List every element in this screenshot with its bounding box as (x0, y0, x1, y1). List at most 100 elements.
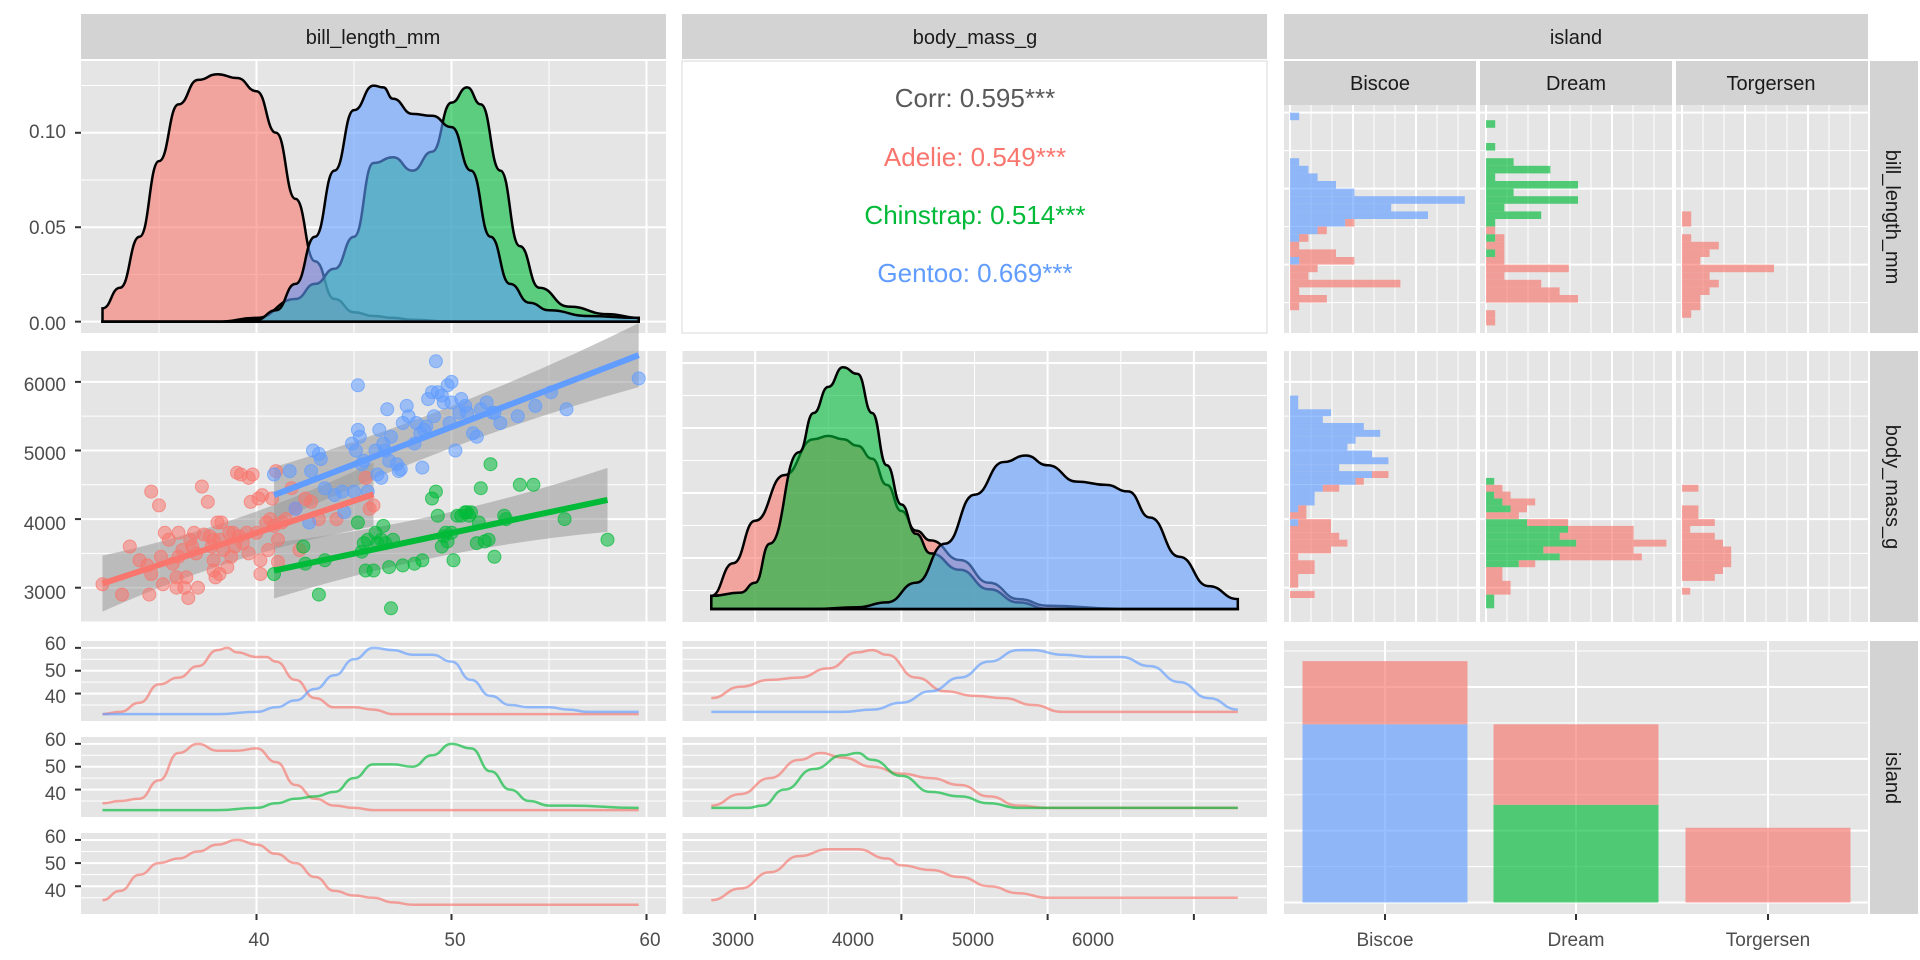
xtick-mass-6000: 6000 (1072, 930, 1114, 951)
bill-hist-biscoe-bar-gentoo (1290, 158, 1300, 166)
bill-hist-biscoe-bar-adelie (1290, 302, 1300, 311)
bill-hist-dream-bar-chinstrap (1486, 234, 1496, 242)
chart-text: bill_length_mm body_mass_g island Biscoe… (24, 27, 1903, 951)
bill-hist-dream-bar-adelie (1486, 241, 1505, 250)
strip-bg-sub-2 (1676, 61, 1868, 105)
scatter-point-gentoo (335, 484, 350, 499)
corr-gentoo: Gentoo: 0.669*** (877, 258, 1072, 288)
bill-hist-biscoe-bar-adelie (1290, 241, 1300, 250)
bill-hist-dream-bar-adelie (1486, 310, 1496, 318)
xtick-bill-60: 60 (639, 930, 660, 951)
scatter-point-chinstrap (311, 587, 326, 602)
mass-hist-torgersen-bar-adelie (1682, 519, 1715, 526)
bill-hist-torgersen-bar-adelie (1682, 241, 1719, 250)
ytick-sub3-40: 40 (45, 881, 66, 902)
mass-hist-dream-bar-adelie (1568, 525, 1634, 533)
mass-hist-torgersen-bar-adelie (1682, 553, 1732, 561)
mass-hist-dream-bar-chinstrap (1486, 525, 1568, 533)
scatter-point-adelie (171, 525, 186, 540)
bill-hist-torgersen-bar-adelie (1682, 310, 1692, 318)
panel-mass-hist-1 (1480, 351, 1672, 622)
strip-bg-col-1 (81, 14, 666, 59)
bill-hist-dream-bar-adelie (1495, 249, 1505, 257)
bill-hist-dream-bar-adelie (1495, 234, 1505, 242)
scatter-point-adelie (245, 467, 260, 482)
bill-hist-dream-bar-chinstrap (1486, 165, 1551, 174)
scatter-point-adelie (271, 532, 285, 547)
scatter-point-chinstrap (464, 505, 478, 520)
ytick-sub2-60: 60 (45, 730, 66, 751)
bill-hist-dream-bar-adelie (1486, 257, 1505, 265)
bill-hist-torgersen-bar-adelie (1682, 287, 1710, 295)
scatter-point-gentoo (267, 467, 281, 482)
chart-marks (95, 72, 1851, 906)
scatter-point-gentoo (347, 484, 361, 499)
xtick-bill-40: 40 (248, 930, 269, 951)
mass-hist-biscoe-bar-gentoo (1290, 395, 1299, 403)
bill-hist-torgersen-bar-adelie (1682, 295, 1701, 303)
mass-hist-dream-bar-chinstrap (1486, 560, 1519, 568)
fit-line-chinstrap (273, 496, 609, 574)
bill-hist-biscoe-bar-adelie (1290, 272, 1309, 280)
bill-hist-dream-bar-chinstrap (1486, 173, 1496, 181)
mass-hist-biscoe-bar-adelie (1290, 553, 1299, 561)
mass-hist-biscoe-bar-gentoo (1290, 484, 1323, 492)
scatter-point-gentoo (282, 464, 297, 479)
scatter-point-gentoo (444, 374, 459, 389)
scatter-point-gentoo (415, 460, 430, 475)
mass-hist-biscoe-bar-gentoo (1290, 450, 1372, 458)
mass-hist-biscoe-bar-adelie (1290, 512, 1307, 520)
mass-hist-torgersen-bar-adelie (1682, 546, 1732, 554)
bill-hist-biscoe-bar-gentoo (1290, 226, 1318, 235)
ytick-sub1-40: 40 (45, 687, 66, 708)
bill-hist-biscoe-bar-gentoo (1290, 181, 1336, 189)
scatter-point-adelie (155, 577, 170, 592)
bill-hist-dream-bar-chinstrap (1486, 196, 1578, 204)
bill-hist-dream-bar-adelie (1486, 279, 1542, 288)
scatter-point-adelie (366, 498, 381, 513)
scatter-point-adelie (115, 587, 129, 602)
bill-hist-torgersen-bar-adelie (1682, 272, 1710, 280)
scatter-point-gentoo (427, 409, 441, 424)
strip-col-body-mass: body_mass_g (913, 27, 1038, 49)
mass-hist-torgersen-bar-adelie (1682, 539, 1723, 547)
mass-hist-biscoe-bar-gentoo (1290, 491, 1315, 499)
strip-bg-row-1 (1870, 61, 1918, 333)
mass-hist-dream-bar-chinstrap (1486, 519, 1527, 526)
mass-hist-dream-bar-chinstrap (1486, 477, 1495, 485)
mass-hist-dream-bar-adelie (1486, 580, 1511, 588)
scatter-point-adelie (142, 587, 157, 602)
scatter-point-chinstrap (366, 563, 381, 578)
scatter-point-gentoo (288, 501, 303, 516)
density-area-bill-gentoo (101, 84, 640, 323)
bill-hist-biscoe-bar-adelie (1290, 287, 1300, 295)
bill-hist-biscoe-bar-gentoo (1290, 112, 1300, 121)
mass-hist-biscoe-bar-gentoo (1290, 436, 1356, 444)
scatter-point-gentoo (510, 409, 525, 424)
mass-hist-dream-bar-adelie (1486, 587, 1511, 595)
xtick-mass-3000: 3000 (712, 930, 754, 951)
mass-hist-torgersen-bar-adelie (1682, 525, 1691, 533)
scatter-point-gentoo (350, 378, 365, 393)
bill-island-density-biscoe-adelie (102, 646, 639, 716)
mass-hist-dream-bar-adelie (1559, 553, 1642, 561)
density-area-mass-gentoo (710, 454, 1240, 611)
mass-hist-biscoe-bar-gentoo (1290, 429, 1381, 437)
bill-hist-torgersen-bar-adelie (1682, 249, 1710, 257)
bill-hist-biscoe-bar-gentoo (1290, 165, 1309, 174)
mass-hist-biscoe-bar-adelie (1290, 580, 1299, 588)
bill-hist-biscoe-bar-adelie (1290, 264, 1318, 273)
bill-hist-biscoe-bar-gentoo (1290, 257, 1300, 265)
mass-hist-biscoe-bar-adelie (1290, 567, 1315, 574)
bill-hist-biscoe-bar-adelie (1317, 226, 1327, 235)
mass-hist-dream-bar-chinstrap (1486, 505, 1511, 513)
scatter-point-gentoo (479, 395, 494, 410)
panel-bill-hist-2 (1676, 105, 1868, 333)
ytick-mass-6000: 6000 (24, 375, 66, 396)
scatter-point-chinstrap (415, 553, 430, 568)
scatter-point-gentoo (421, 392, 436, 406)
bill-hist-torgersen-bar-adelie (1682, 219, 1692, 227)
panel-bill-island-density-2 (81, 833, 666, 914)
ytick-density-2: 0.10 (29, 122, 66, 143)
strip-bg-sub-1 (1480, 61, 1672, 105)
